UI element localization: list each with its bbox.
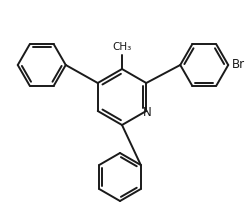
Text: CH₃: CH₃ [112, 42, 132, 52]
Text: Br: Br [232, 59, 245, 72]
Text: N: N [143, 105, 152, 119]
